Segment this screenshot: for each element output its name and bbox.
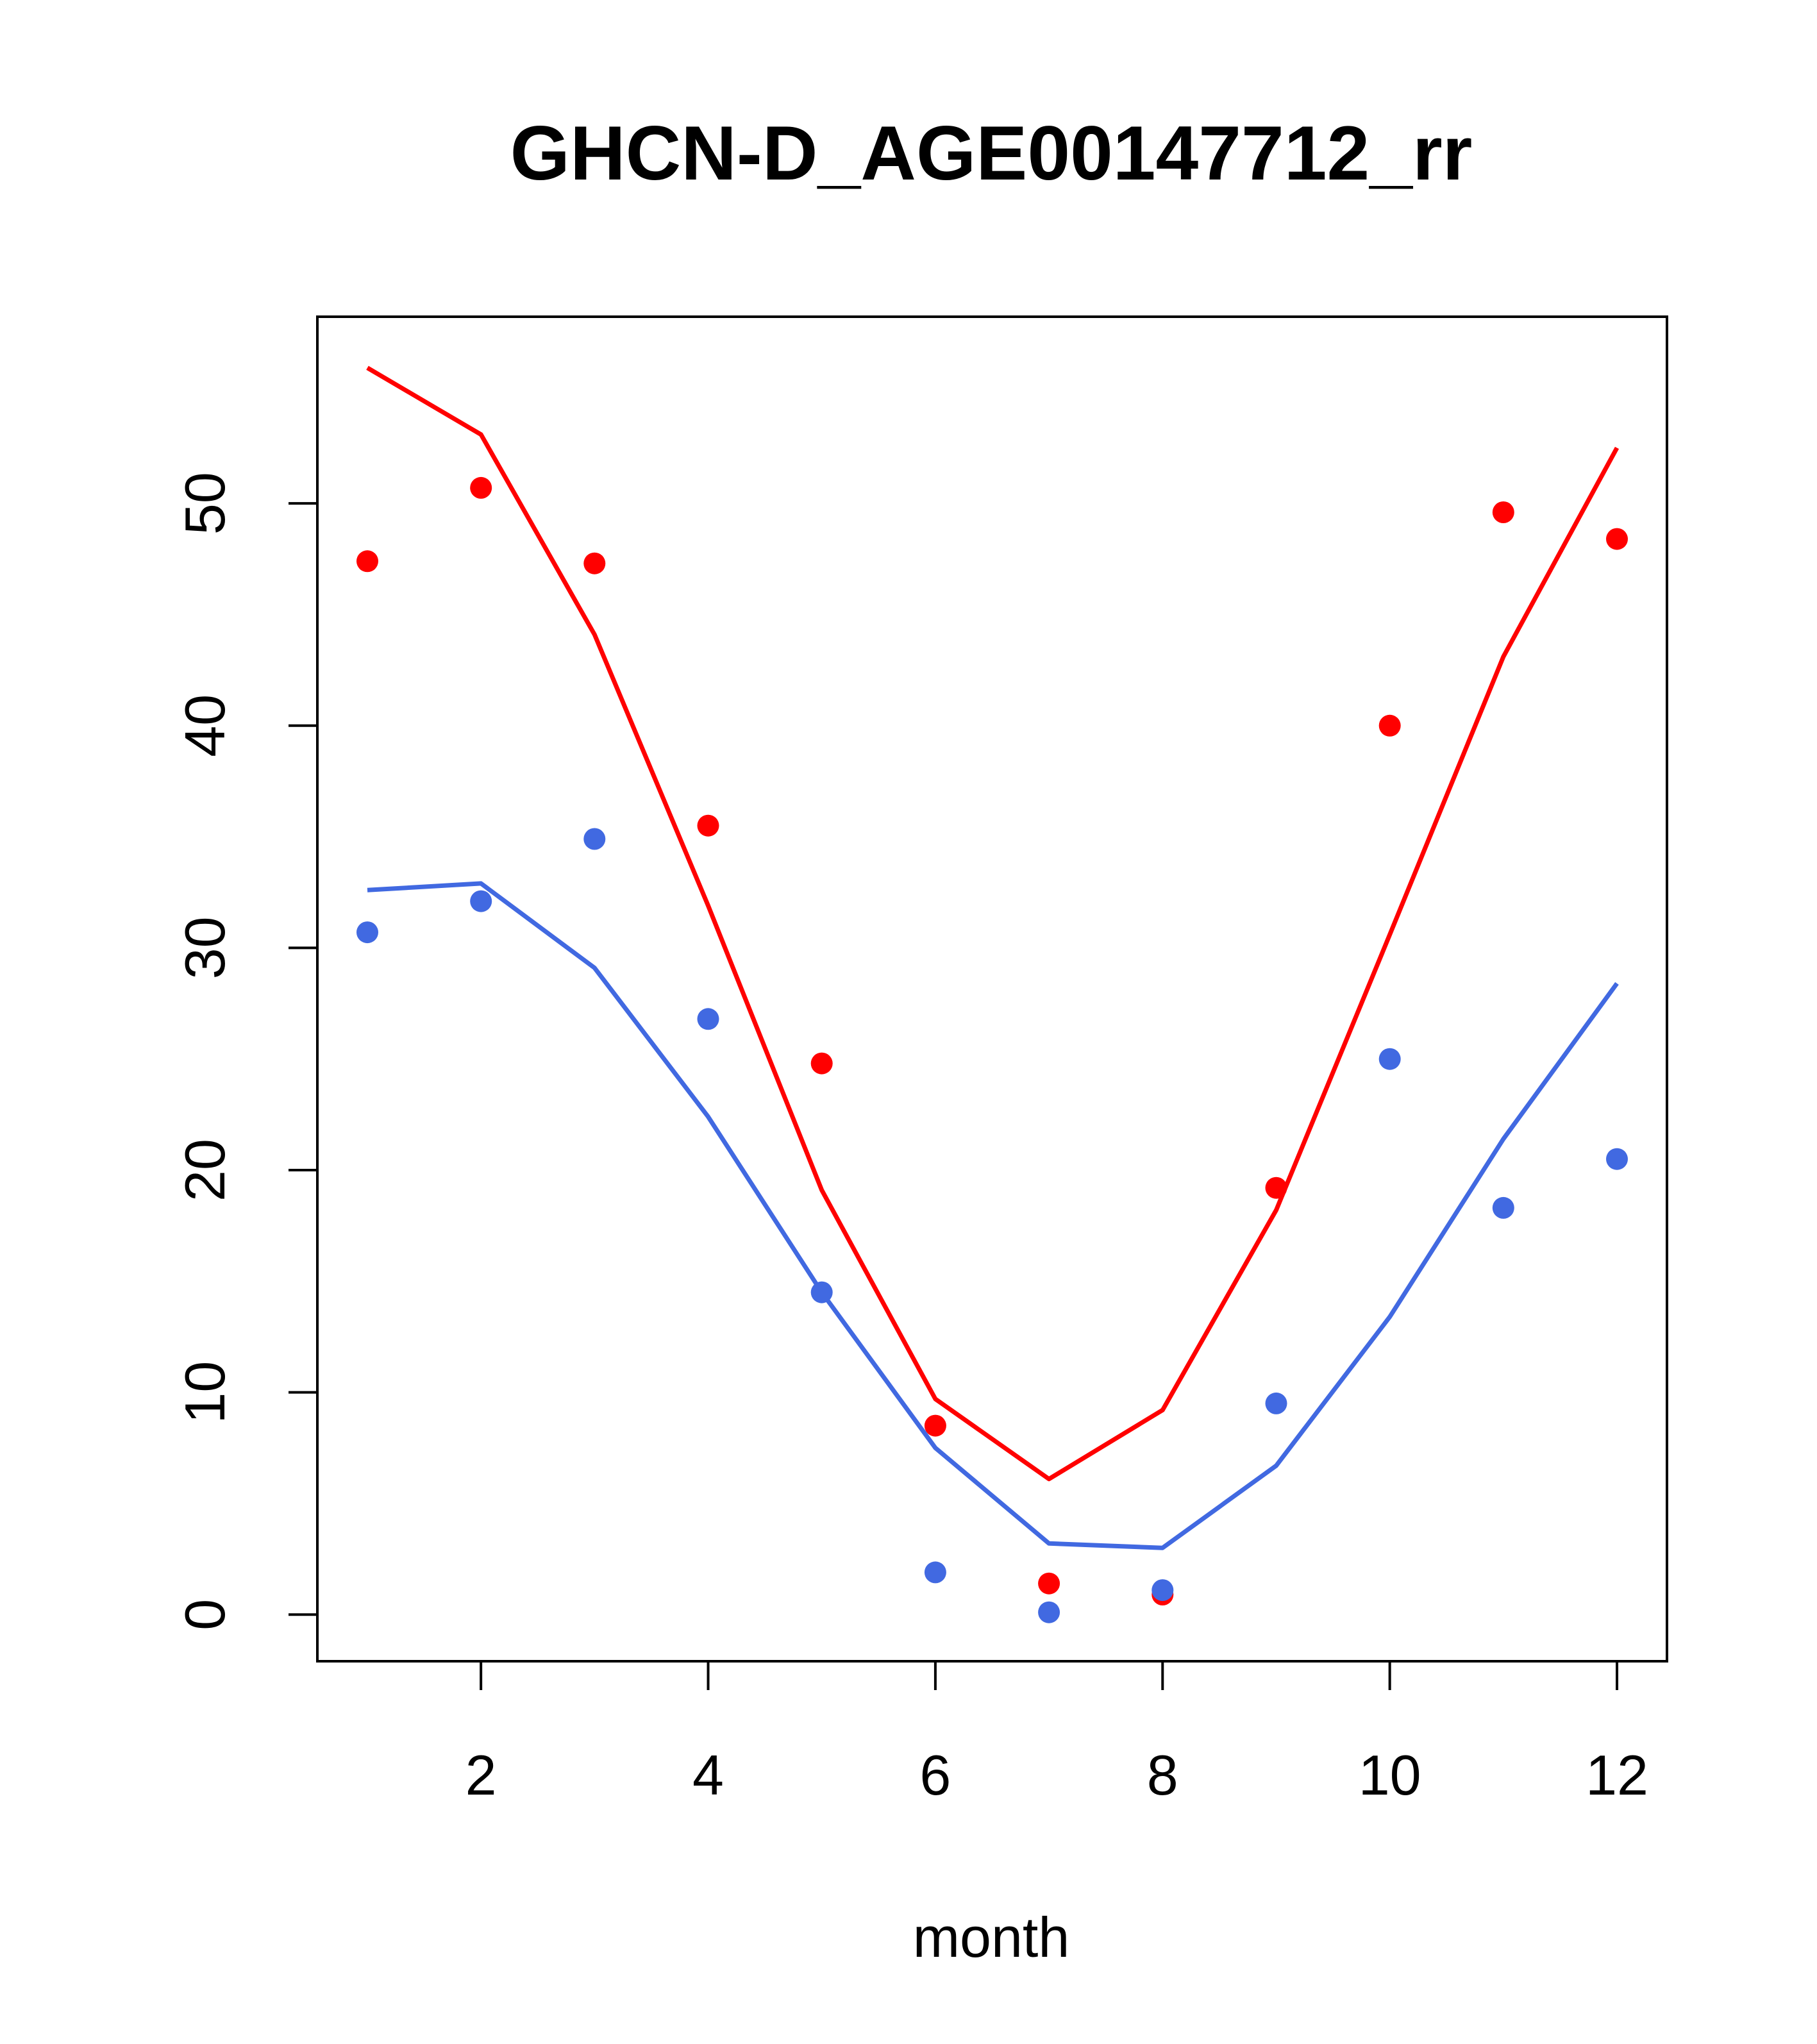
red-point xyxy=(1038,1572,1060,1595)
red-point xyxy=(1265,1177,1287,1199)
red-point xyxy=(583,552,606,574)
red-point xyxy=(810,1052,833,1075)
y-tick-label: 40 xyxy=(173,694,237,757)
blue-point xyxy=(1378,1048,1401,1070)
blue-point xyxy=(810,1281,833,1303)
y-tick-label: 50 xyxy=(173,472,237,535)
chart-title: GHCN-D_AGE00147712_rr xyxy=(510,110,1473,196)
x-tick-label: 10 xyxy=(1359,1743,1421,1807)
red-point xyxy=(1606,528,1628,550)
blue-point xyxy=(697,1008,719,1030)
red-point xyxy=(356,550,378,573)
blue-point xyxy=(1265,1392,1287,1414)
red-point xyxy=(1492,501,1514,523)
x-tick-label: 2 xyxy=(465,1743,497,1807)
blue-point xyxy=(1606,1148,1628,1170)
x-axis-label: month xyxy=(913,1906,1070,1969)
blue-point xyxy=(924,1561,946,1584)
red-point xyxy=(1378,714,1401,737)
plot-frame xyxy=(316,315,1668,1663)
y-tick-label: 10 xyxy=(173,1361,237,1424)
blue-point xyxy=(1038,1601,1060,1623)
blue-point xyxy=(356,921,378,944)
x-tick-label: 8 xyxy=(1147,1743,1178,1807)
red-point xyxy=(924,1414,946,1437)
series-layer xyxy=(356,365,1628,1623)
x-tick-label: 12 xyxy=(1586,1743,1648,1807)
y-tick-label: 20 xyxy=(173,1139,237,1202)
red-line xyxy=(366,365,1620,1482)
y-tick-label: 0 xyxy=(173,1599,237,1630)
y-tick-label: 30 xyxy=(173,916,237,979)
blue-point xyxy=(583,828,606,850)
blue-line xyxy=(367,881,1619,1550)
x-axis: 2 4 6 8 10 12 xyxy=(465,1660,1648,1807)
x-tick-label: 4 xyxy=(692,1743,724,1807)
blue-point xyxy=(1151,1579,1174,1602)
blue-point xyxy=(1492,1196,1514,1219)
x-tick-label: 6 xyxy=(919,1743,951,1807)
red-point xyxy=(697,814,719,837)
red-point xyxy=(470,476,492,499)
y-axis: 0 10 20 30 40 50 xyxy=(173,472,319,1630)
blue-point xyxy=(470,890,492,912)
